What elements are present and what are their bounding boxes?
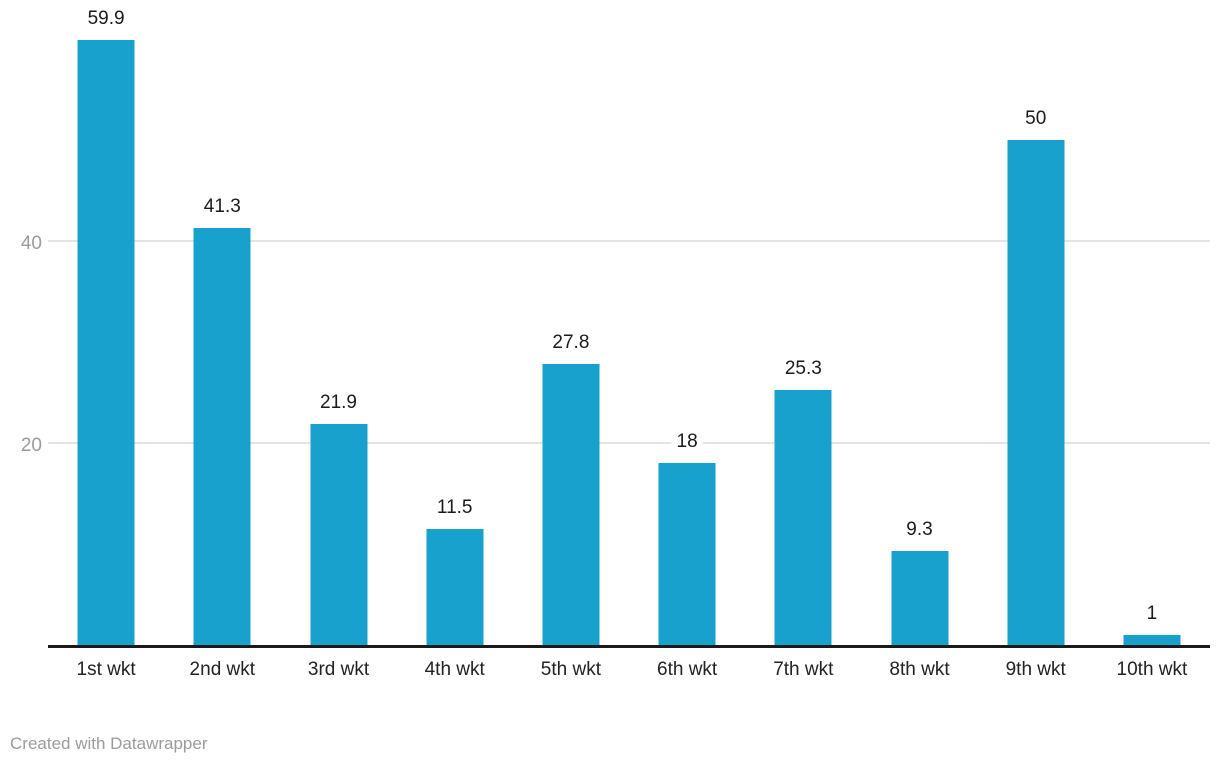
bar bbox=[891, 551, 949, 645]
bar-slot: 41.3 2nd wkt bbox=[164, 0, 280, 680]
y-axis-tick-label: 20 bbox=[20, 435, 42, 457]
value-label: 21.9 bbox=[315, 391, 362, 415]
bar-slot: 21.9 3rd wkt bbox=[280, 0, 396, 680]
category-label: 5th wkt bbox=[540, 659, 602, 680]
bar bbox=[1123, 635, 1181, 645]
value-label: 11.5 bbox=[431, 496, 478, 520]
category-label: 3rd wkt bbox=[307, 659, 370, 680]
gridline-y40 bbox=[48, 240, 1210, 243]
gridline-y20 bbox=[48, 442, 1210, 445]
bar bbox=[1007, 140, 1065, 645]
plot-area: 59.9 1st wkt 41.3 2nd wkt 21.9 3rd wkt 11.5 4th… bbox=[48, 0, 1210, 680]
category-label: 1st wkt bbox=[76, 659, 136, 680]
category-label: 8th wkt bbox=[889, 659, 950, 680]
bar-slot: 9.3 8th wkt bbox=[861, 0, 977, 680]
category-label: 4th wkt bbox=[424, 659, 485, 680]
category-label: 2nd wkt bbox=[189, 659, 256, 680]
value-label: 50 bbox=[1020, 107, 1052, 131]
value-label: 27.8 bbox=[547, 331, 595, 355]
bar bbox=[310, 424, 367, 645]
bar-slot: 27.8 5th wkt bbox=[513, 0, 629, 680]
value-label: 9.3 bbox=[901, 518, 938, 542]
category-label: 10th wkt bbox=[1116, 659, 1188, 680]
bar-slot: 50 9th wkt bbox=[978, 0, 1094, 680]
value-label: 41.3 bbox=[198, 195, 246, 219]
category-label: 6th wkt bbox=[657, 659, 718, 680]
bar bbox=[193, 228, 251, 645]
datawrapper-credit: Created with Datawrapper bbox=[10, 734, 208, 753]
bar bbox=[774, 390, 832, 645]
value-label: 59.9 bbox=[82, 7, 130, 31]
y-axis-tick-label: 40 bbox=[20, 233, 42, 255]
bar bbox=[542, 364, 600, 645]
bar-slot: 59.9 1st wkt bbox=[48, 0, 164, 680]
bar-slot: 18 6th wkt bbox=[629, 0, 745, 680]
bar-slots: 59.9 1st wkt 41.3 2nd wkt 21.9 3rd wkt 11.5 4th… bbox=[48, 0, 1210, 680]
bar-slot: 25.3 7th wkt bbox=[745, 0, 861, 680]
bar-slot: 11.5 4th wkt bbox=[397, 0, 513, 680]
bar-slot: 1 10th wkt bbox=[1094, 0, 1210, 680]
value-label: 1 bbox=[1141, 602, 1163, 626]
bar bbox=[658, 463, 716, 645]
bar bbox=[77, 40, 135, 645]
bar bbox=[426, 529, 484, 645]
value-label: 18 bbox=[671, 430, 703, 454]
value-label: 25.3 bbox=[779, 357, 827, 381]
category-label: 7th wkt bbox=[773, 659, 834, 680]
category-label: 9th wkt bbox=[1005, 659, 1066, 680]
